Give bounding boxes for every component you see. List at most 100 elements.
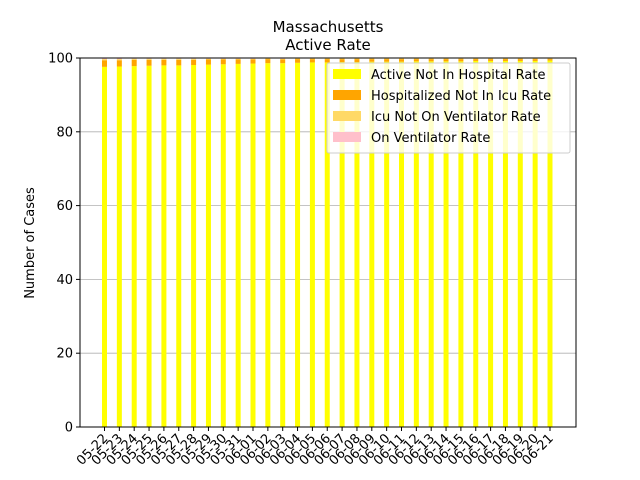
bar-segment	[428, 59, 434, 62]
bar-segment	[488, 60, 494, 428]
bar-segment	[235, 58, 241, 60]
legend-swatch	[333, 69, 361, 79]
bar-segment	[102, 66, 107, 427]
bar-segment	[161, 58, 167, 60]
legend-swatch	[333, 90, 361, 100]
bar-segment	[399, 58, 404, 60]
bar-segment	[458, 59, 464, 62]
bar-segment	[428, 61, 434, 428]
bar-segment	[324, 58, 330, 60]
y-tick-label: 60	[56, 199, 73, 214]
legend: Active Not In Hospital Rate Hospitalized …	[326, 62, 571, 154]
bar-segment	[191, 59, 197, 66]
bar-segment	[295, 59, 301, 63]
y-tick-label: 40	[56, 273, 73, 288]
bar-segment	[131, 59, 137, 67]
bar-segment	[413, 58, 419, 60]
y-tick-label: 0	[65, 421, 73, 436]
bar-segment	[413, 61, 419, 428]
bar-segment	[443, 61, 449, 428]
bar-segment	[280, 63, 286, 427]
bar-segment	[176, 58, 182, 60]
bar-segment	[354, 62, 360, 428]
bar-segment	[161, 65, 167, 427]
bar-segment	[205, 59, 211, 65]
legend-box	[326, 62, 571, 154]
legend-label: Icu Not On Ventilator Rate	[371, 110, 541, 125]
bar-segment	[547, 60, 553, 427]
bar-segment	[280, 58, 286, 60]
bar-segment	[517, 59, 523, 61]
bar-segment	[116, 59, 122, 61]
chart-title: Massachusetts	[273, 18, 384, 36]
bar-segment	[532, 58, 538, 60]
bar-segment	[220, 58, 226, 60]
bar-segment	[309, 58, 315, 60]
bar-segment	[205, 64, 211, 427]
bar-segment	[399, 61, 404, 427]
bar-segment	[295, 62, 301, 428]
bar-segment	[250, 63, 256, 427]
bar-segment	[220, 64, 226, 427]
bar-segment	[443, 58, 449, 60]
y-axis-label: Number of Cases	[23, 187, 38, 299]
bar-segment	[473, 58, 479, 60]
bar-segment	[131, 58, 137, 60]
bar-segment	[517, 58, 523, 60]
bar-segment	[369, 58, 375, 60]
y-tick-label: 20	[56, 347, 73, 362]
bar-segment	[502, 59, 508, 61]
y-tick-label: 100	[48, 52, 73, 67]
bar-segment	[458, 61, 464, 428]
bar-segment	[354, 58, 360, 60]
legend-swatch	[333, 132, 361, 142]
bar-segment	[220, 59, 226, 65]
bar-segment	[116, 60, 122, 67]
x-axis: 05-2205-2305-2405-2505-2605-2705-2805-29…	[74, 427, 557, 469]
bar-segment	[384, 58, 390, 60]
bar-segment	[295, 58, 301, 60]
bar-segment	[502, 60, 508, 428]
bar-segment	[458, 58, 464, 60]
bar-segment	[339, 58, 345, 60]
bar-segment	[191, 58, 197, 60]
legend-swatch	[333, 111, 361, 121]
bar-segment	[532, 60, 538, 428]
bar-segment	[250, 58, 256, 60]
bar-segment	[191, 65, 197, 428]
bar-segment	[532, 59, 538, 61]
bar-segment	[413, 59, 419, 62]
bar-segment	[354, 59, 360, 63]
bar-segment	[280, 59, 286, 64]
bar-segment	[399, 59, 404, 62]
bar-segment	[473, 59, 479, 61]
bar-segment	[250, 59, 256, 64]
bar-segment	[443, 59, 449, 62]
bar-segment	[176, 59, 182, 66]
bar-segment	[324, 62, 330, 427]
legend-label: Active Not In Hospital Rate	[371, 68, 545, 83]
bar-segment	[502, 58, 508, 60]
plot-frame	[79, 57, 577, 428]
bar-segment	[265, 59, 271, 64]
bar-segment	[205, 58, 211, 60]
bar-segment	[488, 59, 494, 61]
bar-segment	[102, 59, 107, 61]
bar-segment	[146, 65, 152, 428]
chart-subtitle: Active Rate	[285, 36, 371, 54]
bar-segment	[339, 59, 345, 63]
bar-segment	[517, 60, 523, 428]
bar-segment	[102, 60, 107, 67]
bar-segment	[102, 58, 107, 60]
bar-segment	[146, 58, 152, 60]
bar-segment	[547, 59, 553, 61]
bar-segment	[309, 59, 315, 63]
bar-segment	[235, 59, 241, 64]
bar-segment	[428, 58, 434, 60]
legend-label: Hospitalized Not In Icu Rate	[371, 89, 551, 104]
bar-segment	[161, 59, 167, 66]
bar-segment	[369, 59, 375, 62]
bar-segment	[146, 59, 152, 66]
bar-segment	[116, 58, 122, 60]
